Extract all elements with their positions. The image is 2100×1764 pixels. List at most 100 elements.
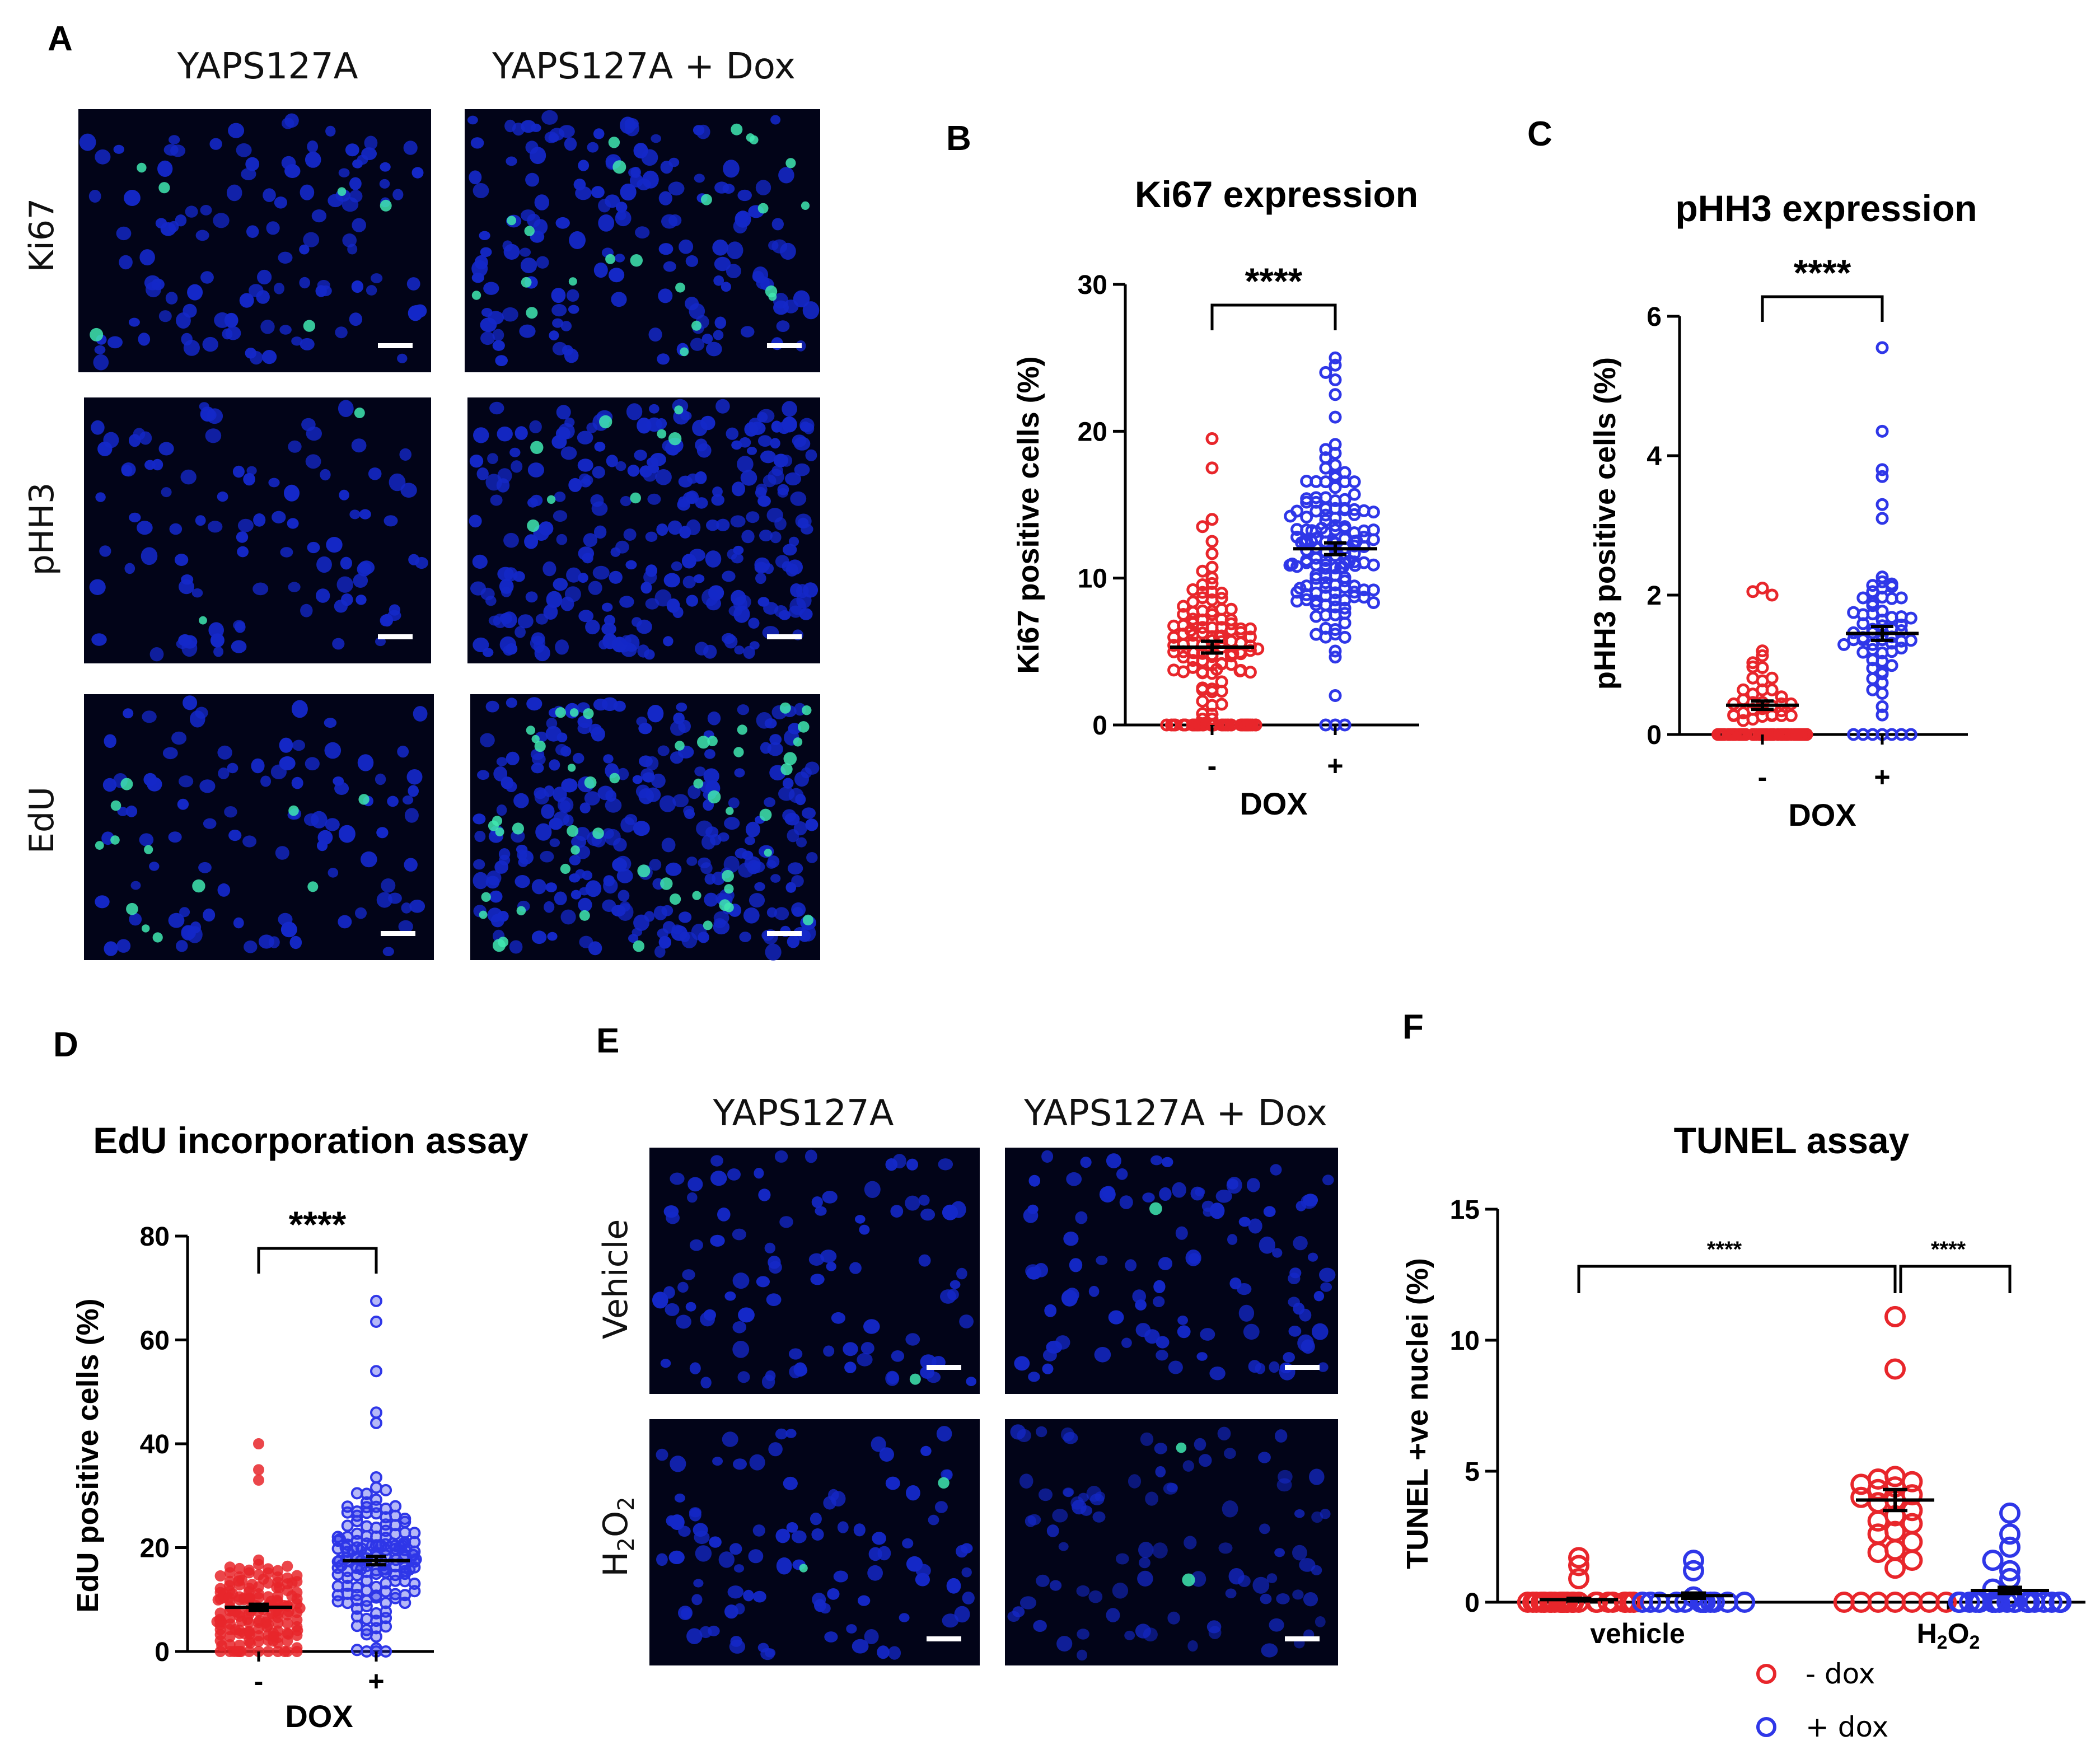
nucleus	[494, 860, 508, 874]
nucleus	[1158, 1257, 1173, 1270]
panel-label-d: D	[53, 1026, 78, 1064]
nucleus	[686, 519, 701, 536]
nucleus	[712, 486, 723, 497]
nucleus	[485, 596, 497, 606]
data-point	[1935, 1592, 1957, 1613]
micrograph-image	[467, 397, 820, 663]
nucleus	[732, 1321, 747, 1333]
data-point	[1747, 728, 1761, 741]
data-point	[1875, 424, 1889, 438]
data-point	[1357, 591, 1371, 604]
nucleus	[769, 734, 782, 745]
data-point	[1875, 341, 1889, 354]
nucleus	[169, 135, 180, 144]
nucleus	[620, 496, 632, 507]
nucleus	[144, 460, 156, 470]
nucleus	[1293, 1236, 1308, 1251]
nucleus	[717, 1208, 731, 1222]
nucleus	[1293, 1302, 1305, 1315]
nucleus	[476, 467, 489, 480]
nucleus	[567, 289, 579, 302]
stained-nucleus	[479, 910, 488, 919]
nucleus	[724, 1291, 736, 1301]
nucleus	[231, 640, 247, 653]
data-point	[1999, 1523, 2021, 1545]
nucleus	[678, 475, 693, 488]
nucleus	[557, 797, 574, 813]
y-tick-label: 10	[1078, 564, 1107, 594]
nucleus	[381, 614, 394, 627]
nucleus	[695, 471, 707, 484]
nucleus	[812, 1592, 826, 1607]
nucleus	[756, 411, 768, 423]
nucleus	[686, 1628, 703, 1644]
data-point	[216, 1640, 228, 1651]
nucleus	[852, 1639, 869, 1654]
nucleus	[511, 460, 523, 473]
nucleus	[647, 493, 661, 505]
nucleus	[564, 417, 575, 427]
nucleus	[529, 420, 542, 434]
nucleus	[542, 561, 556, 577]
nucleus	[200, 205, 212, 216]
data-point	[1631, 1592, 1653, 1613]
nucleus	[1124, 1630, 1135, 1640]
nucleus	[1137, 1570, 1153, 1587]
stained-nucleus	[726, 807, 734, 815]
nucleus	[555, 639, 569, 655]
nucleus	[1274, 1548, 1285, 1557]
data-point	[399, 1515, 411, 1528]
stained-nucleus	[555, 707, 566, 718]
nucleus	[593, 128, 605, 139]
nucleus	[170, 144, 186, 157]
nucleus	[722, 1431, 738, 1447]
nucleus	[860, 1342, 874, 1355]
data-point	[355, 1542, 368, 1555]
stained-nucleus	[691, 320, 701, 331]
row-label: Vehicle	[596, 1219, 635, 1340]
nucleus	[185, 205, 198, 218]
nucleus	[1061, 1289, 1078, 1307]
nucleus	[289, 935, 302, 949]
nucleus	[305, 151, 321, 168]
nucleus	[920, 1445, 932, 1456]
nucleus	[227, 762, 238, 774]
nucleus	[684, 809, 695, 819]
nucleus	[1075, 1211, 1088, 1224]
nucleus	[1041, 1150, 1054, 1163]
data-point	[1999, 1536, 2021, 1558]
data-point	[341, 1519, 354, 1532]
nucleus	[791, 1530, 807, 1543]
nucleus	[769, 1261, 782, 1274]
data-point	[1285, 558, 1299, 570]
nucleus	[774, 517, 787, 531]
nucleus	[244, 941, 258, 953]
nucleus	[918, 1195, 930, 1206]
nucleus	[1259, 1236, 1275, 1254]
nucleus	[792, 907, 803, 917]
nucleus	[1227, 1178, 1239, 1190]
nucleus	[1289, 1267, 1302, 1279]
nucleus	[759, 530, 773, 542]
data-point	[263, 1646, 274, 1657]
nucleus	[592, 565, 610, 580]
nucleus	[685, 490, 699, 504]
nucleus	[726, 241, 743, 260]
nucleus	[583, 533, 598, 548]
nucleus	[1088, 1590, 1103, 1603]
stained-nucleus	[137, 162, 147, 173]
nucleus	[175, 214, 187, 227]
nucleus	[752, 1524, 765, 1537]
stained-nucleus	[1149, 1202, 1162, 1215]
nucleus	[783, 1476, 798, 1490]
nucleus	[938, 1158, 953, 1171]
data-point	[1338, 493, 1351, 506]
nucleus	[495, 355, 508, 366]
nucleus	[820, 1250, 837, 1263]
data-point	[282, 1560, 293, 1572]
nucleus	[748, 617, 760, 629]
data-point	[1187, 718, 1201, 732]
stained-nucleus	[526, 726, 536, 735]
nucleus	[826, 1261, 836, 1271]
nucleus	[627, 465, 640, 477]
